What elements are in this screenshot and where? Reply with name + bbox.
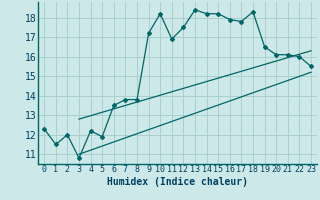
X-axis label: Humidex (Indice chaleur): Humidex (Indice chaleur)	[107, 177, 248, 187]
